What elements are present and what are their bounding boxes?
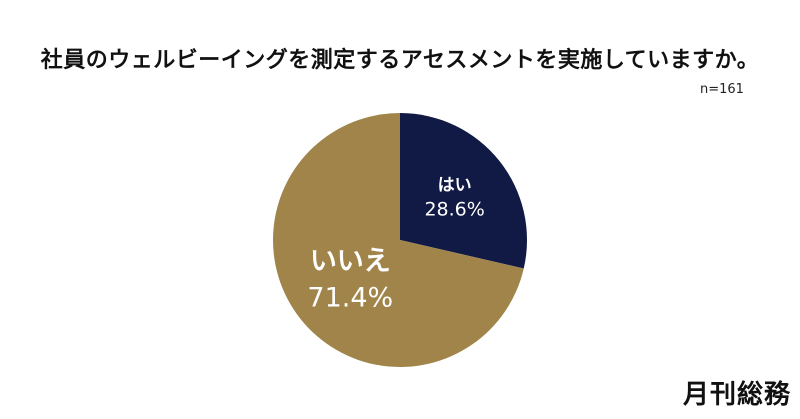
slice-value-2: 71.4%: [307, 283, 393, 314]
chart-title: 社員のウェルビーイングを測定するアセスメントを実施していますか。: [40, 48, 760, 73]
slice-label-2: いいえ: [310, 246, 391, 277]
brand-logo: 月刊総務: [683, 380, 792, 410]
sample-size-label: n=161: [700, 82, 744, 97]
slice-label-1: はい: [438, 176, 472, 196]
pie-slice-1: [400, 113, 527, 269]
slice-value-1: 28.6%: [424, 198, 484, 220]
pie-slice-2: [272, 113, 524, 367]
